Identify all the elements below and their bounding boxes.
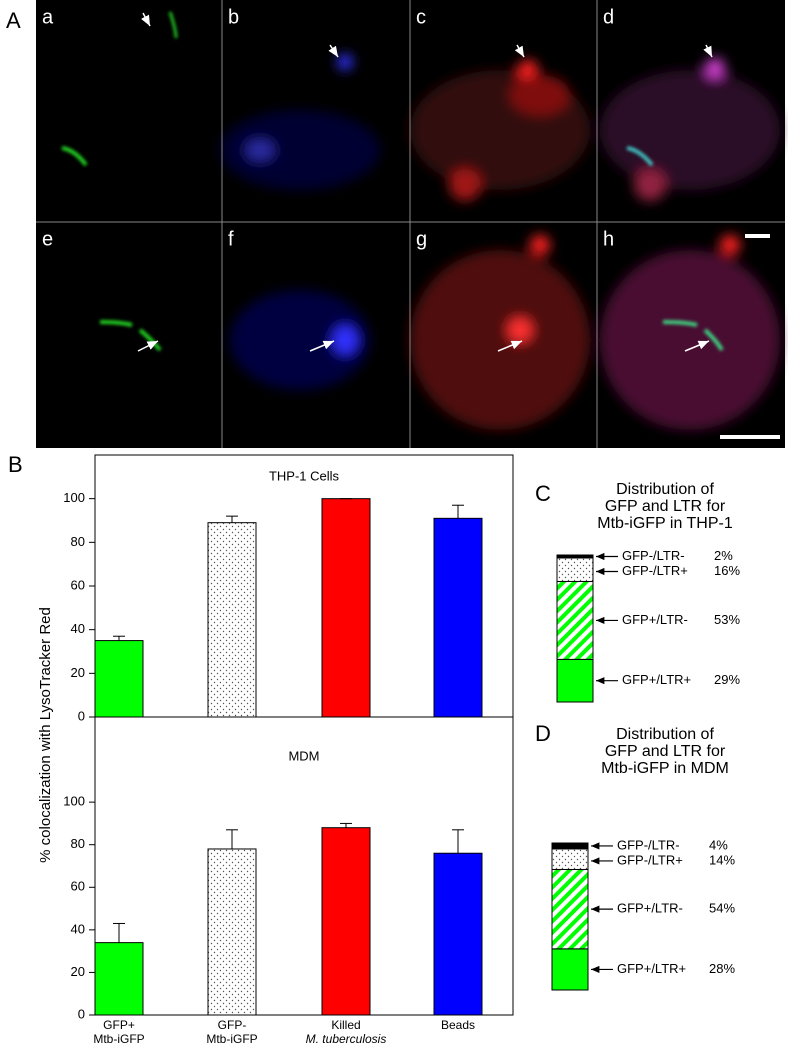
bar — [94, 640, 144, 718]
legend-label: GFP+/LTR+ — [622, 672, 691, 687]
panel-label: A — [6, 8, 21, 33]
y-tick-label: 100 — [63, 794, 85, 809]
x-tick-label: Killed — [331, 1018, 360, 1032]
data-label: 14% — [709, 852, 735, 867]
error-bar — [452, 829, 464, 854]
bar — [94, 942, 144, 1016]
error-bar — [340, 822, 352, 828]
error-bar — [113, 635, 125, 641]
chart-title: Distribution of — [616, 726, 714, 743]
legend-label: GFP-/LTR- — [622, 548, 685, 563]
stack-segment — [556, 557, 594, 582]
panel-label: B — [8, 452, 23, 477]
image-label: b — [228, 6, 239, 28]
chart-title: THP-1 Cells — [269, 468, 340, 483]
chart-title: GFP and LTR for — [605, 743, 726, 760]
stack-segment — [556, 580, 594, 660]
data-label: 4% — [709, 837, 728, 852]
stack-segment — [551, 868, 589, 950]
data-label: 29% — [714, 672, 740, 687]
y-tick-label: 80 — [71, 534, 85, 549]
x-tick-label: Mtb-iGFP — [93, 1032, 144, 1046]
x-tick-label: Beads — [441, 1018, 475, 1032]
data-label: 16% — [714, 563, 740, 578]
error-bar — [226, 515, 238, 523]
chart-title: Distribution of — [616, 481, 714, 498]
error-bar — [452, 504, 464, 519]
stack-segment — [556, 554, 594, 559]
legend-label: GFP+/LTR- — [617, 901, 683, 916]
legend-label: GFP+/LTR- — [622, 612, 688, 627]
image-label: e — [42, 228, 53, 250]
legend-label: GFP+/LTR+ — [617, 961, 686, 976]
bar — [321, 498, 371, 718]
y-tick-label: 80 — [71, 836, 85, 851]
image-label: g — [416, 228, 427, 250]
data-label: 2% — [714, 548, 733, 563]
image-label: a — [42, 6, 54, 28]
bar — [321, 827, 371, 1016]
stack-segment — [551, 848, 589, 870]
x-tick-label: GFP- — [218, 1018, 247, 1032]
y-tick-label: 0 — [78, 1006, 85, 1021]
legend-label: GFP-/LTR+ — [617, 852, 683, 867]
y-tick-label: 60 — [71, 879, 85, 894]
image-label: f — [228, 228, 234, 250]
x-tick-label: M. tuberculosis — [306, 1032, 387, 1046]
signal — [220, 54, 780, 430]
chart-title: Mtb-iGFP in THP-1 — [597, 515, 733, 532]
arrows — [137, 12, 713, 352]
panel-label: D — [535, 721, 551, 746]
chart-title: MDM — [288, 748, 319, 763]
legend-label: GFP-/LTR- — [617, 837, 680, 852]
micrographs — [36, 0, 785, 448]
plot-frame — [94, 454, 514, 1016]
image-label: d — [603, 6, 614, 28]
panel-label: C — [535, 481, 551, 506]
y-tick-label: 100 — [63, 490, 85, 505]
bar — [433, 852, 483, 1016]
y-tick-label: 40 — [71, 621, 85, 636]
data-label: 53% — [714, 612, 740, 627]
bar — [433, 517, 483, 718]
stack-segment — [551, 842, 589, 850]
bacteria — [61, 11, 724, 352]
data-label: 28% — [709, 961, 735, 976]
chart-title: GFP and LTR for — [605, 498, 726, 515]
y-tick-label: 0 — [78, 708, 85, 723]
data-label: 54% — [709, 901, 735, 916]
y-axis-label: % colocalization with LysoTracker Red — [37, 607, 54, 863]
image-label: c — [416, 6, 426, 28]
y-tick-label: 20 — [71, 665, 85, 680]
error-bar — [113, 922, 125, 943]
x-tick-label: GFP+ — [103, 1018, 135, 1032]
bar — [207, 522, 257, 718]
error-bar — [226, 829, 238, 849]
y-tick-label: 40 — [71, 921, 85, 936]
y-tick-label: 20 — [71, 964, 85, 979]
y-tick-label: 60 — [71, 577, 85, 592]
stack-segment — [556, 658, 594, 703]
x-tick-label: Mtb-iGFP — [206, 1032, 257, 1046]
stack-segment — [551, 948, 589, 991]
legend-label: GFP-/LTR+ — [622, 563, 688, 578]
chart-title: Mtb-iGFP in MDM — [601, 760, 729, 777]
bar — [207, 848, 257, 1016]
image-label: h — [603, 228, 614, 250]
